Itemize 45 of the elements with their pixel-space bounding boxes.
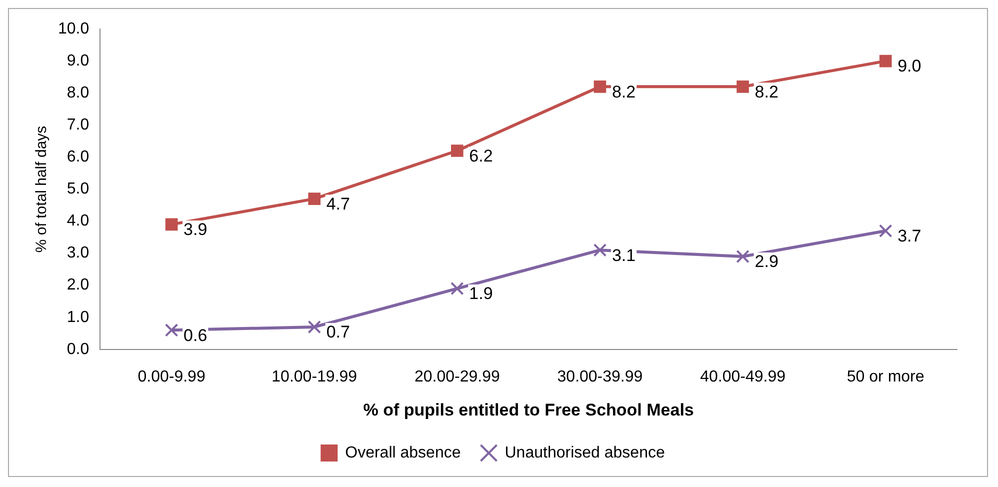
x-tick-label: 30.00-39.99: [557, 368, 643, 386]
x-tick-label: 20.00-29.99: [414, 368, 500, 386]
y-tick-label: 9.0: [66, 52, 90, 70]
y-tick-label: 7.0: [66, 116, 90, 134]
x-tick-label: 10.00-19.99: [272, 368, 358, 386]
data-label: 3.9: [184, 220, 208, 240]
point: [164, 324, 178, 337]
data-label: 8.2: [612, 82, 636, 102]
data-label: 6.2: [469, 146, 493, 166]
data-label: 3.1: [612, 246, 636, 265]
legend-label: Overall absence: [345, 444, 461, 462]
data-label: 8.2: [754, 82, 778, 102]
legend-label: Unauthorised absence: [504, 444, 665, 462]
data-label: 1.9: [469, 284, 493, 304]
y-tick-label: 2.0: [66, 276, 90, 294]
x-tick-label: 0.00-9.99: [138, 368, 206, 386]
y-tick-label: 10.0: [58, 20, 90, 38]
y-tick-label: 3.0: [66, 244, 90, 262]
x-tick-label: 50 or more: [846, 368, 924, 386]
point: [308, 192, 321, 205]
point: [165, 218, 178, 231]
point: [450, 282, 464, 296]
x-tick-label: 40.00-49.99: [700, 368, 786, 386]
data-label: 0.6: [184, 326, 208, 345]
point: [593, 243, 607, 257]
point: [451, 144, 464, 157]
data-label: 4.7: [326, 194, 350, 214]
x-axis-title: % of pupils entitled to Free School Meals: [363, 400, 694, 420]
y-axis-title: % of total half days: [33, 126, 50, 253]
point: [594, 80, 606, 93]
data-label: 2.9: [754, 252, 778, 272]
data-label: 9.0: [898, 56, 922, 76]
data-label: 3.7: [898, 226, 922, 246]
y-tick-label: 8.0: [66, 84, 90, 102]
y-tick-label: 0.0: [66, 340, 90, 358]
y-tick-label: 1.0: [66, 308, 90, 326]
data-label: 0.7: [326, 322, 350, 342]
y-tick-label: 4.0: [66, 212, 90, 230]
point: [879, 54, 892, 68]
y-tick-label: 6.0: [66, 148, 90, 166]
point: [736, 80, 749, 93]
y-tick-label: 5.0: [66, 180, 90, 198]
point: [878, 224, 892, 238]
point: [736, 250, 750, 264]
point: [308, 320, 322, 334]
